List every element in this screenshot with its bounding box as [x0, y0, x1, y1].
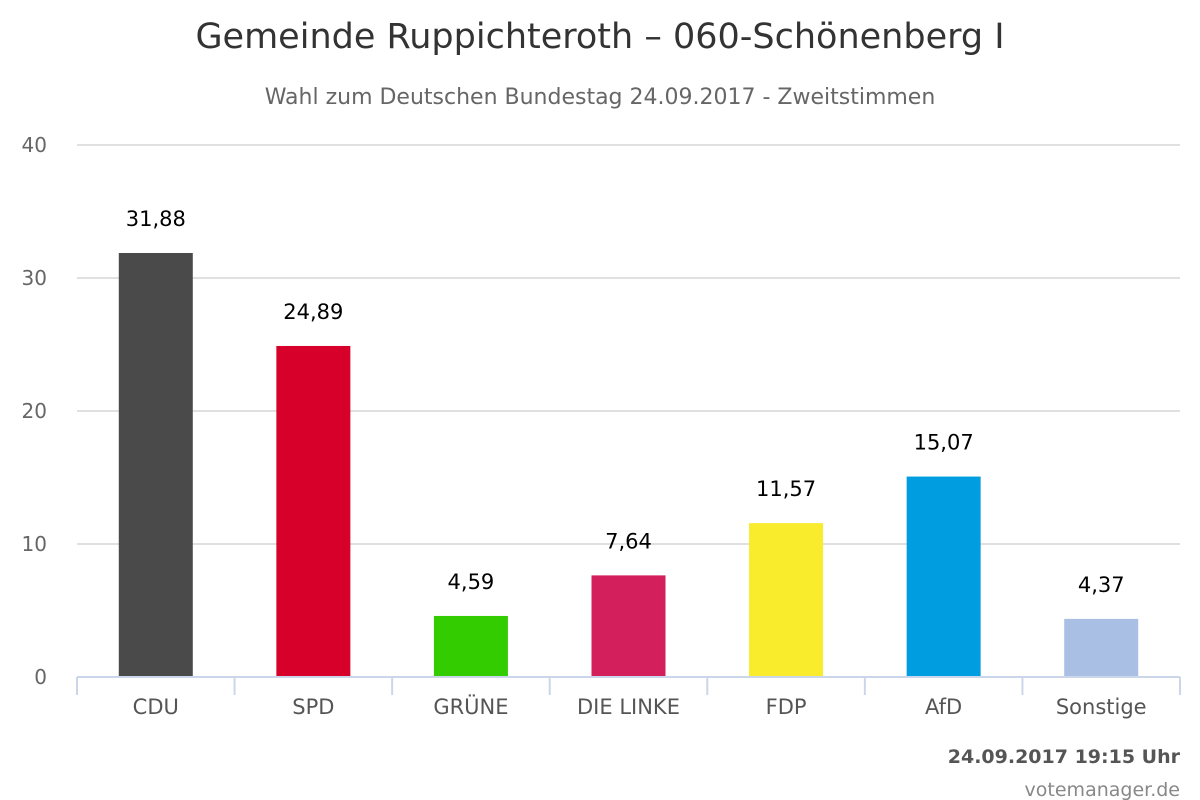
- x-tick-label: DIE LINKE: [577, 695, 680, 719]
- data-label: 31,88: [126, 207, 186, 231]
- y-tick-label: 30: [22, 266, 47, 290]
- x-tick-label: Sonstige: [1056, 695, 1147, 719]
- data-label: 4,59: [448, 570, 495, 594]
- y-tick-label: 40: [22, 133, 47, 157]
- y-tick-label: 10: [22, 532, 47, 556]
- x-axis-labels: CDU SPD GRÜNE DIE LINKE FDP AfD Sonstige: [133, 694, 1147, 719]
- bar-fdp: [749, 523, 824, 677]
- x-tick-label: AfD: [925, 695, 962, 719]
- y-tick-label: 0: [34, 665, 47, 689]
- x-tick-label: CDU: [133, 695, 179, 719]
- chart-subtitle: Wahl zum Deutschen Bundestag 24.09.2017 …: [265, 85, 936, 110]
- bars: [118, 252, 1139, 677]
- data-label: 24,89: [283, 300, 343, 324]
- chart-title: Gemeinde Ruppichteroth – 060-Schönenberg…: [195, 17, 1004, 57]
- data-labels: 31,88 24,89 4,59 7,64 11,57 15,07 4,37: [126, 207, 1125, 597]
- data-label: 4,37: [1078, 573, 1125, 597]
- bar-grüne: [433, 615, 508, 677]
- y-axis-ticks: 0 10 20 30 40: [22, 133, 47, 689]
- grid-lines: [77, 144, 1180, 545]
- bar-die-linke: [591, 575, 666, 677]
- bar-cdu: [118, 252, 193, 677]
- x-tick-label: FDP: [766, 695, 807, 719]
- data-label: 11,57: [756, 477, 816, 501]
- data-label: 15,07: [914, 431, 974, 455]
- data-label: 7,64: [605, 529, 652, 553]
- timestamp: 24.09.2017 19:15 Uhr: [948, 746, 1181, 768]
- y-tick-label: 20: [22, 399, 47, 423]
- bar-spd: [276, 345, 351, 677]
- bar-sonstige: [1064, 618, 1139, 677]
- bar-afd: [906, 476, 981, 677]
- credit-link[interactable]: votemanager.de: [1025, 779, 1180, 800]
- x-tick-label: GRÜNE: [433, 694, 508, 719]
- x-tick-label: SPD: [292, 695, 334, 719]
- x-axis: [76, 676, 1181, 695]
